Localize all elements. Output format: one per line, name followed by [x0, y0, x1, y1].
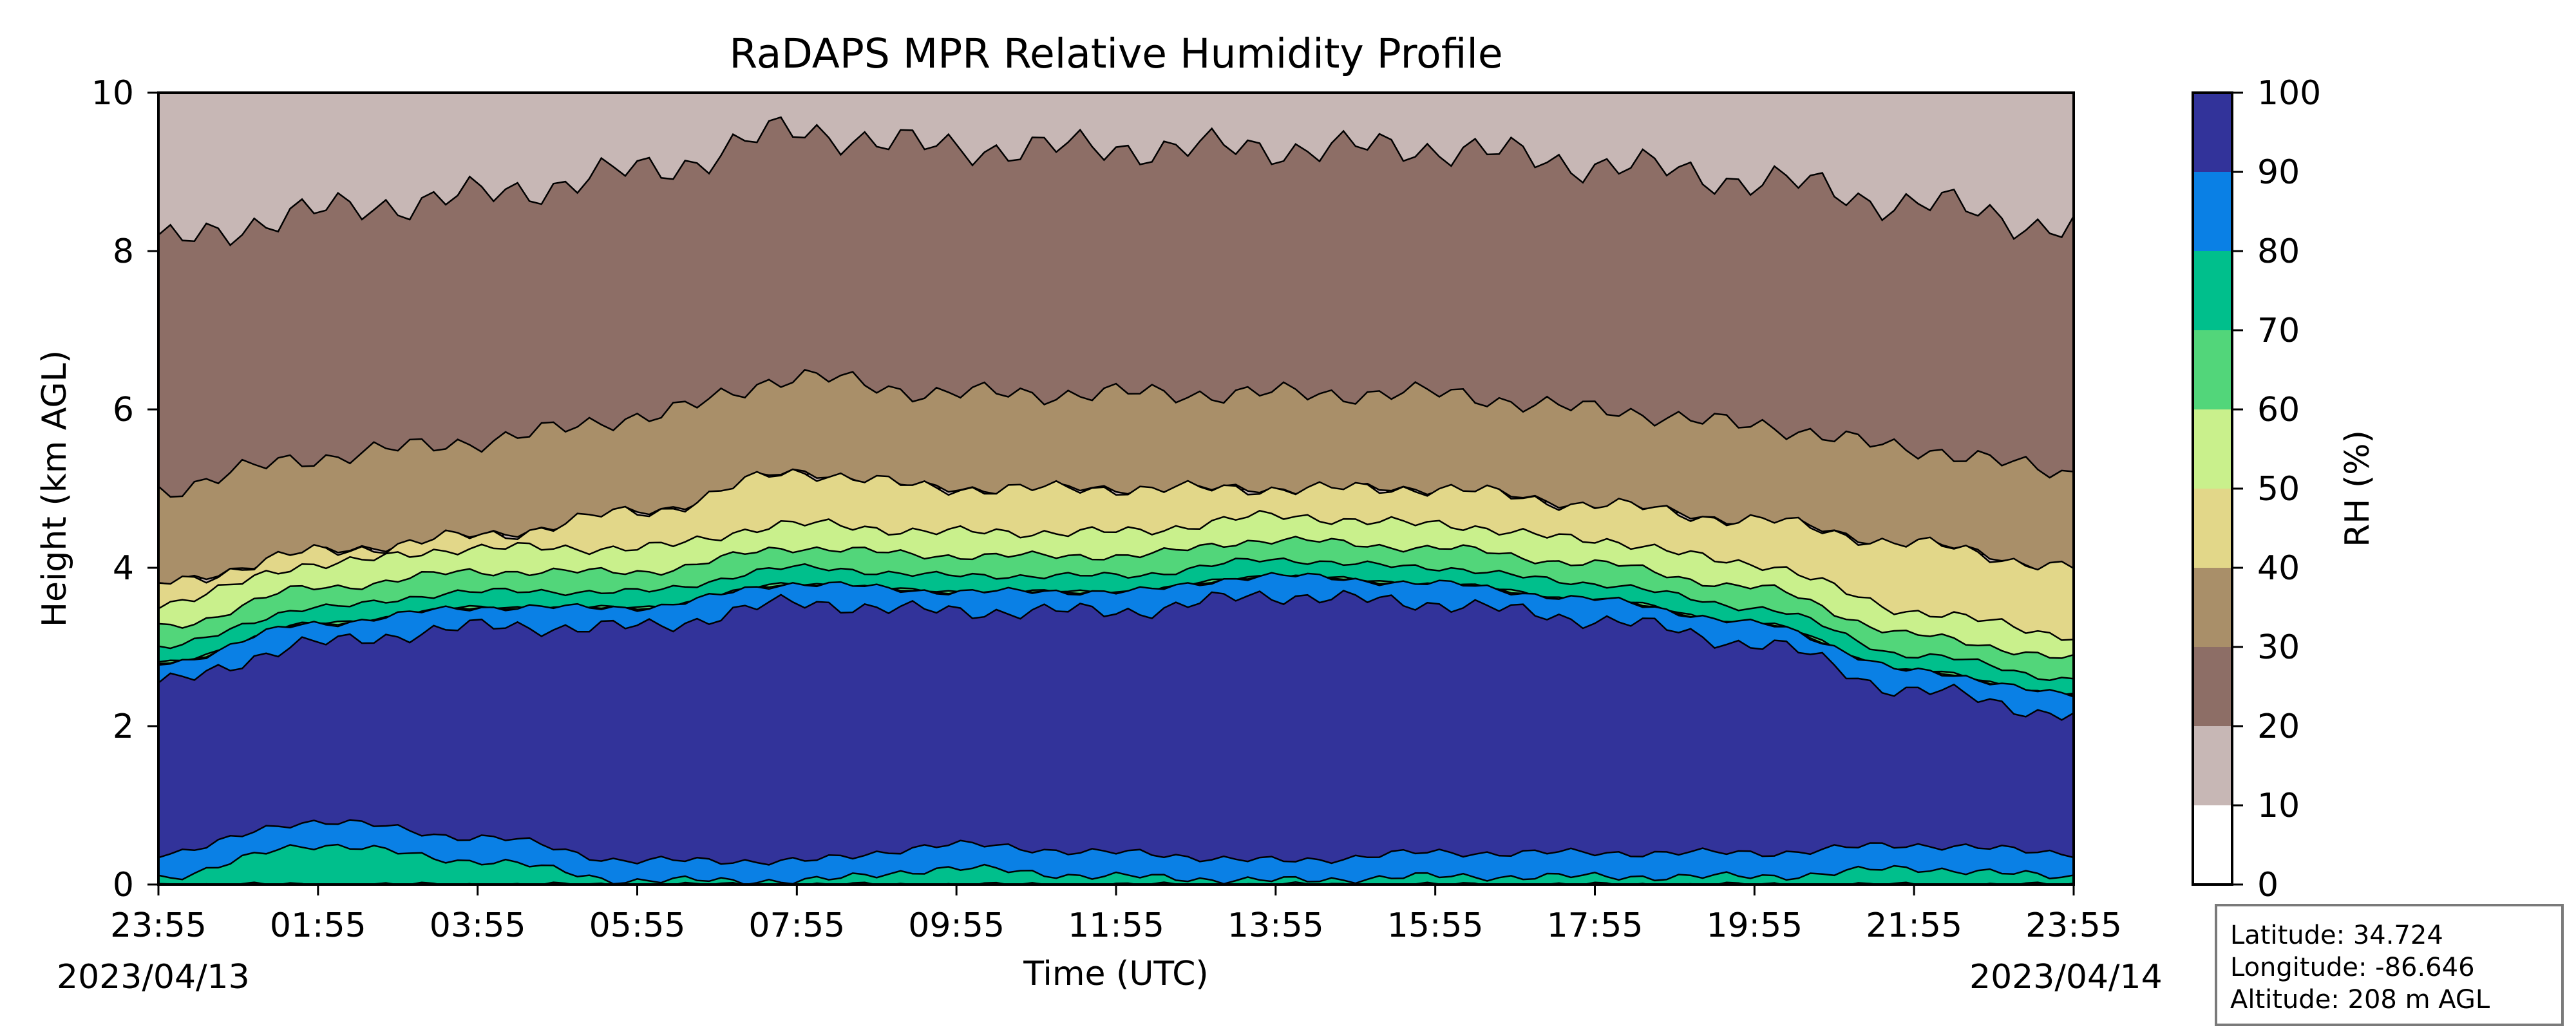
x-tick-label: 07:55 [748, 906, 845, 945]
date-start-label: 2023/04/13 [57, 958, 250, 997]
colorbar-swatch [2193, 489, 2232, 568]
humidity-bands [158, 116, 2074, 885]
y-tick-label: 8 [113, 232, 134, 271]
colorbar-tick-label: 30 [2257, 628, 2300, 667]
colorbar-tick-label: 20 [2257, 707, 2300, 746]
x-tick-label: 03:55 [430, 906, 526, 945]
x-tick-label: 19:55 [1706, 906, 1803, 945]
colorbar-swatch [2193, 726, 2232, 805]
x-tick-label: 17:55 [1547, 906, 1643, 945]
x-tick-label: 05:55 [589, 906, 686, 945]
x-tick-label: 01:55 [270, 906, 366, 945]
plot-area [158, 93, 2074, 885]
colorbar-tick-label: 60 [2257, 391, 2300, 429]
x-axis-label: Time (UTC) [1023, 955, 1208, 993]
y-tick-label: 0 [113, 866, 134, 904]
band-rh-70-80-surface [158, 843, 2074, 885]
x-tick-label: 23:55 [110, 906, 207, 945]
colorbar-tick-label: 0 [2257, 866, 2278, 904]
band-rh-90-100 [158, 590, 2074, 866]
y-tick-label: 6 [113, 391, 134, 429]
x-tick-label: 09:55 [908, 906, 1005, 945]
colorbar-tick-label: 70 [2257, 312, 2300, 350]
altitude-text: Altitude: 208 m AGL [2230, 985, 2490, 1015]
colorbar-swatch [2193, 568, 2232, 647]
y-tick-label: 4 [113, 549, 134, 588]
y-tick-label: 2 [113, 707, 134, 746]
colorbar: 0 10 20 30 40 50 60 70 80 90 100 [2192, 74, 2321, 904]
colorbar-swatch [2193, 330, 2232, 409]
station-info-box: Latitude: 34.724 Longitude: -86.646 Alti… [2215, 904, 2564, 1026]
longitude-text: Longitude: -86.646 [2230, 953, 2475, 982]
colorbar-tick-label: 80 [2257, 232, 2300, 271]
latitude-text: Latitude: 34.724 [2230, 921, 2443, 950]
x-axis: 23:55 01:55 03:55 05:55 07:55 09:55 11:55 13:55… [110, 885, 2122, 945]
colorbar-swatch [2193, 251, 2232, 330]
x-tick-label: 15:55 [1387, 906, 1484, 945]
y-axis: 0 2 4 6 8 10 [91, 74, 158, 904]
x-tick-label: 13:55 [1227, 906, 1324, 945]
colorbar-tick-label: 40 [2257, 549, 2300, 588]
colorbar-label: RH (%) [2338, 430, 2377, 547]
colorbar-swatch [2193, 647, 2232, 726]
chart-title: RaDAPS MPR Relative Humidity Profile [729, 30, 1502, 77]
colorbar-swatch [2193, 805, 2232, 885]
y-tick-label: 10 [91, 74, 134, 113]
x-tick-label: 11:55 [1068, 906, 1164, 945]
colorbar-swatch [2193, 409, 2232, 489]
colorbar-tick-label: 10 [2257, 787, 2300, 825]
x-tick-label: 21:55 [1866, 906, 1962, 945]
colorbar-tick-label: 100 [2257, 74, 2321, 113]
colorbar-tick-label: 90 [2257, 153, 2300, 192]
y-axis-label: Height (km AGL) [35, 350, 74, 627]
x-tick-label: 23:55 [2025, 906, 2122, 945]
colorbar-swatch [2193, 93, 2232, 172]
colorbar-swatch [2193, 172, 2232, 251]
date-end-label: 2023/04/14 [1969, 958, 2163, 997]
colorbar-tick-label: 50 [2257, 470, 2300, 509]
